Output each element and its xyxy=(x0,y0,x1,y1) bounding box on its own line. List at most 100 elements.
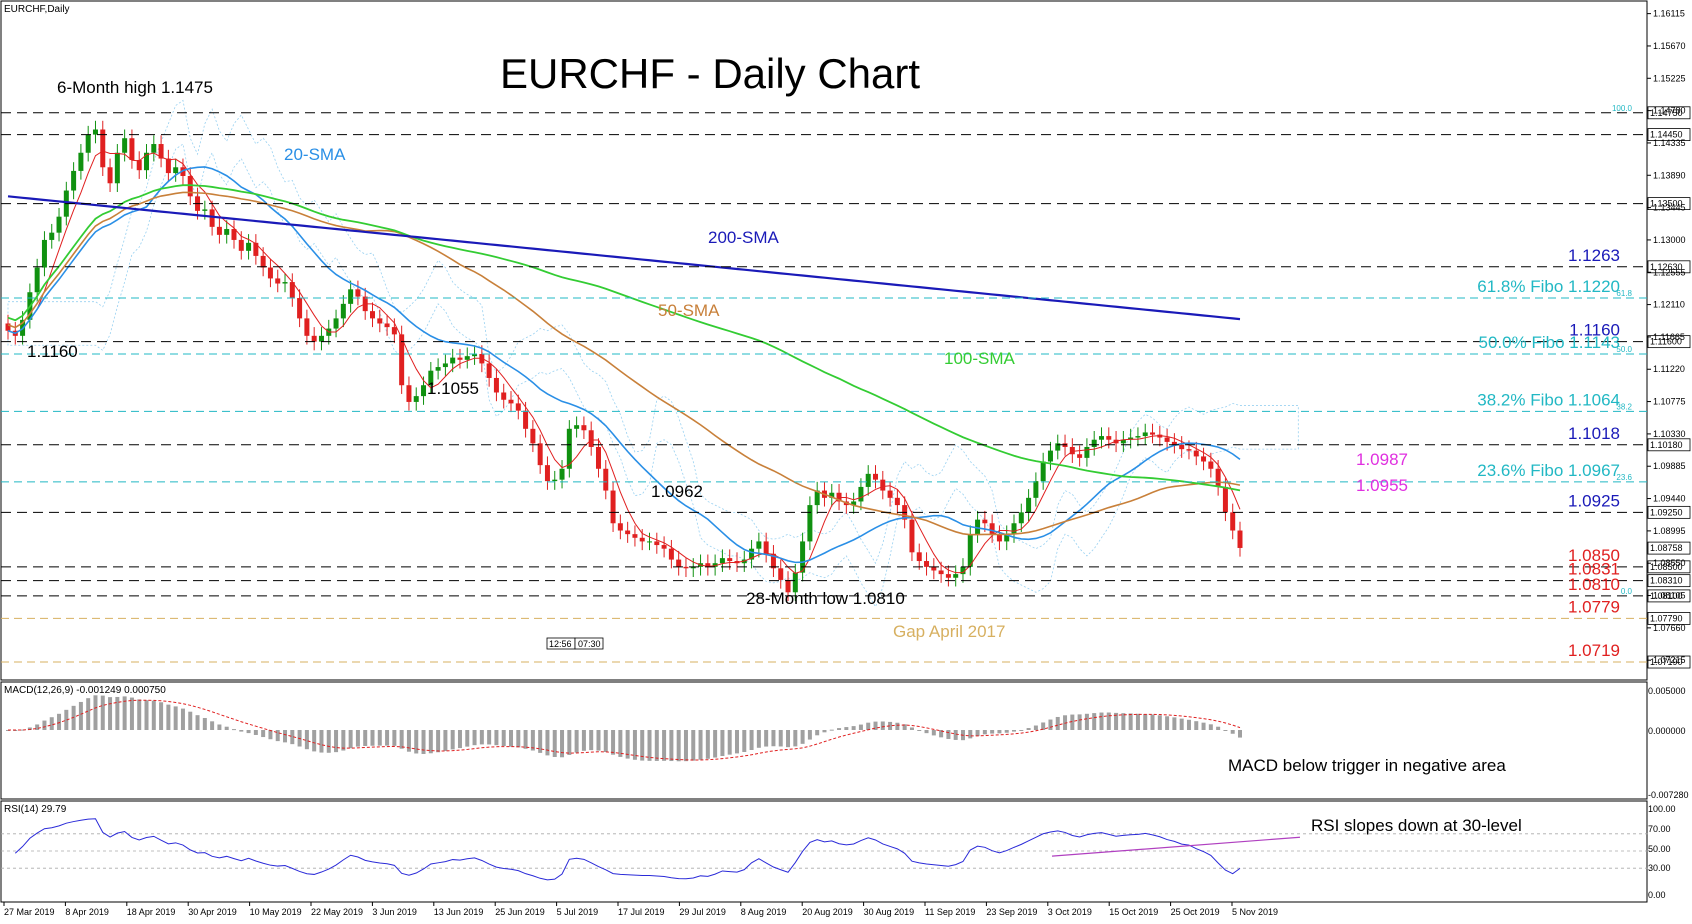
price-ytick-label: 1.08550 xyxy=(1653,558,1686,568)
price-candle xyxy=(945,574,951,578)
macd-bar xyxy=(1157,715,1162,730)
macd-bar xyxy=(341,730,346,751)
price-candle xyxy=(355,289,361,297)
date-tick-label: 30 Apr 2019 xyxy=(188,907,237,917)
price-candle xyxy=(770,553,776,569)
level-label: 1.0779 xyxy=(1568,597,1620,616)
date-tick-label: 17 Jul 2019 xyxy=(618,907,665,917)
level-price-tag-label: 1.14450 xyxy=(1650,130,1683,140)
time-badge-2 xyxy=(574,637,604,650)
rsi-line xyxy=(14,818,1241,881)
price-candle xyxy=(1201,456,1207,462)
macd-bar xyxy=(392,730,397,746)
price-ytick-label: 1.15670 xyxy=(1653,41,1686,51)
price-candle xyxy=(1018,512,1024,524)
level-label: 1.1018 xyxy=(1568,424,1620,443)
macd-bar xyxy=(1194,721,1199,730)
fibo-pct-label: 23.6 xyxy=(1616,473,1632,482)
price-candle xyxy=(719,558,725,564)
macd-bar xyxy=(676,730,681,762)
price-candle xyxy=(851,501,857,506)
macd-bar xyxy=(560,730,565,758)
macd-bar xyxy=(509,730,514,747)
macd-bar xyxy=(457,730,462,749)
price-candle xyxy=(552,479,558,482)
price-candle xyxy=(369,311,375,319)
price-candle xyxy=(486,363,492,378)
macd-tick-zero: 0.000000 xyxy=(1648,726,1686,736)
price-candle xyxy=(989,523,995,535)
price-candle xyxy=(1186,449,1192,451)
price-candle xyxy=(661,545,667,549)
macd-bar xyxy=(939,730,944,738)
macd-bar xyxy=(436,730,441,753)
macd-bar xyxy=(538,730,543,753)
fibo-pct-label: 50.0 xyxy=(1616,345,1632,354)
price-ytick-label: 1.11665 xyxy=(1653,332,1685,342)
macd-bar xyxy=(1150,714,1155,730)
price-candle xyxy=(413,396,419,402)
price-candle xyxy=(595,446,601,469)
macd-bar xyxy=(742,730,747,752)
macd-bar xyxy=(159,702,164,730)
date-tick-label: 8 Apr 2019 xyxy=(65,907,109,917)
macd-bar xyxy=(574,730,579,753)
price-candle xyxy=(1077,454,1083,458)
date-tick-label: 25 Oct 2019 xyxy=(1171,907,1220,917)
macd-bar xyxy=(501,730,506,746)
level-label: 1.1160 xyxy=(1569,321,1620,340)
price-candle xyxy=(1120,439,1126,444)
label-100-sma: 100-SMA xyxy=(944,349,1016,368)
price-candle xyxy=(778,568,784,580)
level-label: 1.1263 xyxy=(1568,246,1620,265)
macd-bar xyxy=(625,730,630,759)
price-candle xyxy=(151,144,157,153)
price-candle xyxy=(712,563,718,567)
price-candle xyxy=(508,399,514,404)
price-candle xyxy=(639,537,645,542)
price-candle xyxy=(690,566,696,569)
macd-bar xyxy=(1063,715,1068,730)
price-candle xyxy=(515,403,521,411)
level-price-tag-label: 1.08500 xyxy=(1650,562,1683,572)
macd-bar xyxy=(589,730,594,751)
level-price-tag-label: 1.11600 xyxy=(1650,337,1682,347)
macd-bar xyxy=(27,727,32,730)
price-candle xyxy=(34,267,40,293)
level-label: 1.0850 xyxy=(1568,546,1620,565)
price-candle xyxy=(187,175,193,197)
price-candle xyxy=(749,548,755,560)
price-candle xyxy=(493,377,499,393)
macd-bar xyxy=(239,730,244,732)
window-caption: EURCHF,Daily xyxy=(4,4,70,15)
price-candle xyxy=(78,152,84,171)
price-candle xyxy=(668,548,674,560)
annotation-6-month-high: 6-Month high 1.1475 xyxy=(57,78,213,97)
price-candle xyxy=(1040,461,1046,482)
level-label: 1.0719 xyxy=(1568,641,1620,660)
macd-bar xyxy=(1135,713,1140,730)
date-tick-label: 30 Aug 2019 xyxy=(864,907,915,917)
macd-bar xyxy=(552,730,557,757)
macd-bar xyxy=(49,717,54,730)
macd-bar xyxy=(654,730,659,761)
macd-bar xyxy=(516,730,521,748)
macd-bar xyxy=(283,730,288,743)
price-panel-frame xyxy=(0,0,1648,681)
macd-bar xyxy=(64,709,69,730)
macd-header: MACD(12,26,9) -0.001249 0.000750 xyxy=(4,685,166,696)
level-price-tag-label: 1.14750 xyxy=(1650,108,1683,118)
price-ytick-label: 1.16115 xyxy=(1653,9,1685,19)
rsi-tick-50: 50.00 xyxy=(1648,844,1671,854)
level-price-tag xyxy=(1647,438,1691,452)
price-candle xyxy=(807,505,813,542)
macd-bar xyxy=(217,724,222,730)
price-candle xyxy=(318,335,324,342)
macd-bar xyxy=(173,706,178,730)
date-tick-label: 22 May 2019 xyxy=(311,907,363,917)
level-label: 50.0% Fibo 1.1143 xyxy=(1479,333,1620,352)
macd-bar xyxy=(1128,713,1133,730)
macd-bar xyxy=(151,700,156,730)
macd-bar xyxy=(428,730,433,754)
